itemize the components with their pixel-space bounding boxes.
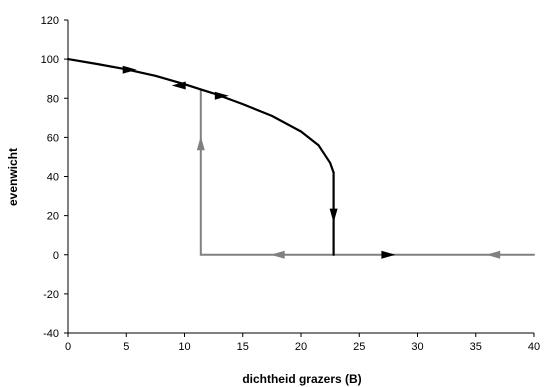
arrowhead-right-6: [381, 250, 396, 259]
y-axis-label: evenwicht: [6, 148, 20, 206]
x-tick-label: 0: [65, 341, 71, 353]
y-tick-label: 100: [41, 54, 59, 66]
y-tick-label: -40: [43, 328, 59, 340]
arrowhead-left-7: [486, 250, 501, 259]
y-tick-label: 40: [47, 172, 59, 184]
x-tick-label: 10: [178, 341, 190, 353]
y-tick-label: 0: [53, 250, 59, 262]
x-axis-ticks: 0 5 10 15 20 25 30 35 40: [65, 333, 540, 353]
y-tick-label: 20: [47, 211, 59, 223]
x-tick-label: 35: [470, 341, 482, 353]
y-tick-label: 120: [41, 15, 59, 27]
series-layer: [66, 58, 535, 256]
arrowhead-up-4: [196, 136, 205, 151]
y-tick-label: 60: [47, 132, 59, 144]
y-tick-label: 80: [47, 93, 59, 105]
x-axis-label: dichtheid grazers (B): [242, 372, 361, 386]
x-tick-label: 40: [528, 341, 540, 353]
arrowhead-right-2: [214, 91, 229, 100]
arrowhead-down-3: [329, 208, 338, 223]
y-axis-ticks: -40 -20 0 20 40 60 80 100 120: [41, 15, 68, 340]
x-tick-label: 25: [353, 341, 365, 353]
x-tick-label: 15: [237, 341, 249, 353]
arrowhead-left-5: [270, 250, 285, 259]
arrow-layer: [122, 65, 501, 259]
x-tick-label: 20: [295, 341, 307, 353]
x-tick-label: 5: [123, 341, 129, 353]
x-tick-label: 30: [411, 341, 423, 353]
y-tick-label: -20: [43, 289, 59, 301]
arrowhead-right-0: [122, 65, 137, 74]
arrowhead-left-1: [171, 81, 186, 90]
